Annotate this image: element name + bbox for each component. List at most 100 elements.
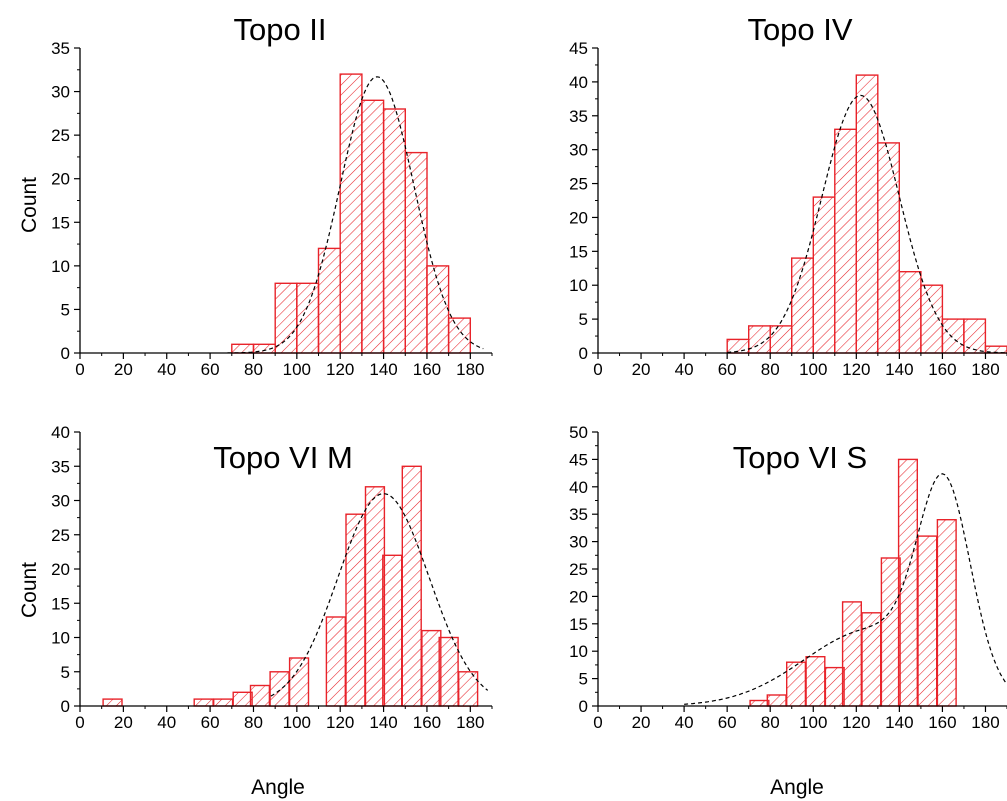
panel-topo-ii: Topo II Count 0 5 10 15 20 25 30 35 0 20 40 60 80 100… <box>18 12 493 379</box>
x-tick-label: 20 <box>632 713 651 732</box>
y-tick-label: 5 <box>579 670 588 689</box>
histogram-bar <box>458 671 479 707</box>
histogram-bar <box>249 684 271 707</box>
histogram-bar <box>786 661 807 707</box>
histogram-bar <box>193 698 214 707</box>
x-axis-title: Angle <box>251 776 305 799</box>
x-tick-label: 180 <box>456 713 484 732</box>
histogram-bar <box>447 317 472 354</box>
plot-area: 0 5 10 15 20 25 30 35 40 45 50 0 20 40 60 80 100 120 140 16… <box>569 423 1007 732</box>
y-tick-label: 0 <box>579 344 588 363</box>
histogram-bar <box>274 282 298 354</box>
y-tick-label: 25 <box>51 526 70 545</box>
panel-topo-vi-m: Topo VI M Count Angle 0 5 10 15 20 25 30 35 40 0 2… <box>18 423 493 799</box>
x-tick-label: 80 <box>244 360 263 379</box>
y-tick-label: 5 <box>61 300 70 319</box>
y-tick-label: 10 <box>569 642 588 661</box>
fit-curve <box>270 492 489 697</box>
y-tick-label: 45 <box>569 450 588 469</box>
histogram-bar <box>917 535 938 707</box>
y-tick-label: 20 <box>51 560 70 579</box>
x-tick-label: 160 <box>413 360 441 379</box>
y-tick-label: 15 <box>51 213 70 232</box>
x-tick-label: 180 <box>456 360 484 379</box>
x-tick-label: 60 <box>201 713 220 732</box>
x-tick-label: 100 <box>799 713 827 732</box>
x-tick-label: 140 <box>885 360 913 379</box>
histogram-bar <box>861 612 882 707</box>
y-tick-label: 25 <box>51 126 70 145</box>
y-tick-label: 40 <box>51 423 70 442</box>
x-tick-label: 60 <box>718 713 737 732</box>
x-tick-label: 80 <box>244 713 263 732</box>
x-tick-label: 100 <box>283 360 311 379</box>
y-axis-title: Count <box>18 562 41 618</box>
panel-title: Topo VI S <box>733 440 867 475</box>
histogram-bar <box>325 616 346 707</box>
plot-area: 0 5 10 15 20 25 30 35 40 0 20 40 60 80 100 120 140 160 180 <box>51 423 493 732</box>
panel-title: Topo IV <box>747 12 852 47</box>
histogram-bar <box>401 465 422 707</box>
y-tick-label: 30 <box>51 492 70 511</box>
histogram-bar <box>791 257 814 354</box>
histogram-bar <box>382 554 403 707</box>
histogram-bar <box>841 601 862 707</box>
histogram-bar <box>855 74 879 354</box>
histogram-bar <box>766 694 787 707</box>
y-tick-label: 0 <box>579 697 588 716</box>
histogram-bar <box>269 671 290 707</box>
x-tick-label: 20 <box>114 713 133 732</box>
x-tick-label: 160 <box>928 713 956 732</box>
histogram-bar <box>963 318 987 354</box>
histogram-bar <box>102 698 123 707</box>
histogram-bar <box>296 282 320 354</box>
y-tick-label: 20 <box>569 208 588 227</box>
x-tick-label: 40 <box>157 360 176 379</box>
y-axis-title: Count <box>18 177 41 233</box>
x-tick-label: 160 <box>413 713 441 732</box>
y-tick-label: 5 <box>61 663 70 682</box>
y-tick-label: 35 <box>51 39 70 58</box>
histogram-bar <box>361 99 385 354</box>
x-tick-label: 120 <box>842 713 870 732</box>
fit-curve <box>227 76 484 354</box>
histogram-bar <box>834 128 857 354</box>
histogram-bar <box>382 108 407 354</box>
histogram-bar <box>364 486 386 707</box>
x-tick-label: 0 <box>75 360 84 379</box>
y-tick-label: 30 <box>569 533 588 552</box>
y-tick-label: 10 <box>51 257 70 276</box>
x-tick-label: 0 <box>75 713 84 732</box>
x-tick-label: 20 <box>632 360 651 379</box>
y-tick-label: 0 <box>61 344 70 363</box>
y-tick-label: 50 <box>569 423 588 442</box>
histogram-bar <box>421 629 442 707</box>
plot-area: 0 5 10 15 20 25 30 35 40 45 0 20 40 60 80 100 120 140 160 1… <box>569 39 1007 379</box>
x-tick-label: 60 <box>201 360 220 379</box>
x-tick-label: 20 <box>114 360 133 379</box>
x-tick-label: 140 <box>369 713 397 732</box>
x-tick-label: 60 <box>718 360 737 379</box>
y-tick-label: 35 <box>51 457 70 476</box>
y-tick-label: 0 <box>61 697 70 716</box>
x-tick-label: 80 <box>761 713 780 732</box>
histogram-bar <box>749 699 770 707</box>
panel-title: Topo VI M <box>213 440 353 475</box>
panel-title: Topo II <box>233 12 326 47</box>
x-tick-label: 40 <box>157 713 176 732</box>
x-tick-label: 80 <box>761 360 780 379</box>
y-tick-label: 10 <box>51 629 70 648</box>
y-tick-label: 15 <box>51 594 70 613</box>
x-tick-label: 140 <box>885 713 913 732</box>
y-tick-label: 35 <box>569 505 588 524</box>
x-axis-title: Angle <box>770 776 824 799</box>
y-tick-label: 20 <box>51 170 70 189</box>
histogram-bar <box>317 247 341 354</box>
x-tick-label: 140 <box>369 360 397 379</box>
y-tick-label: 15 <box>569 242 588 261</box>
histogram-bar <box>345 513 366 707</box>
histogram-bar <box>941 318 965 354</box>
y-tick-label: 15 <box>569 615 588 634</box>
x-tick-label: 0 <box>593 360 602 379</box>
